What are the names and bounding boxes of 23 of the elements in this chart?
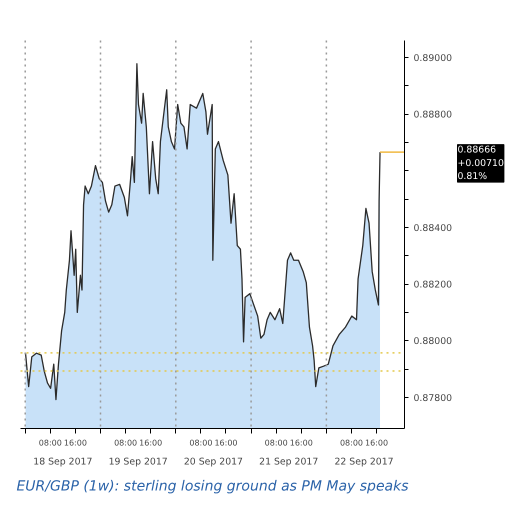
x-tick-label: 08:00 [114, 438, 138, 448]
text: 22 Sep 2017 [334, 456, 394, 468]
x-tick-label: 08:00 [189, 438, 212, 448]
text: 18 Sep 2017 [33, 456, 92, 468]
y-tick-label: 0.87800 [414, 392, 452, 404]
text: 20 Sep 2017 [184, 456, 244, 468]
text: 0.88666 +0.00710 0.81% [458, 144, 504, 182]
y-tick-label: 0.88800 [414, 110, 452, 121]
x-tick-label: 16:00 [214, 438, 238, 448]
text: 19 Sep 2017 [108, 456, 168, 468]
text: 21 Sep 2017 [259, 456, 318, 468]
y-tick-label: 0.89000 [414, 52, 452, 64]
x-tick-label: 16:00 [139, 438, 162, 448]
x-tick-label: 08:00 [38, 438, 62, 448]
x-tick-label: 16:00 [64, 438, 87, 448]
x-tick-label: 16:00 [365, 438, 388, 448]
text: EUR/GBP (1w): sterling losing ground as PM May speaks [16, 478, 409, 494]
x-tick-label: 16:00 [290, 438, 313, 448]
y-tick-label: 0.88000 [414, 336, 452, 348]
y-tick-label: 0.88400 [414, 222, 452, 234]
y-tick-label: 0.88200 [414, 280, 452, 291]
x-tick-label: 08:00 [264, 438, 288, 448]
x-tick-label: 08:00 [340, 438, 364, 448]
